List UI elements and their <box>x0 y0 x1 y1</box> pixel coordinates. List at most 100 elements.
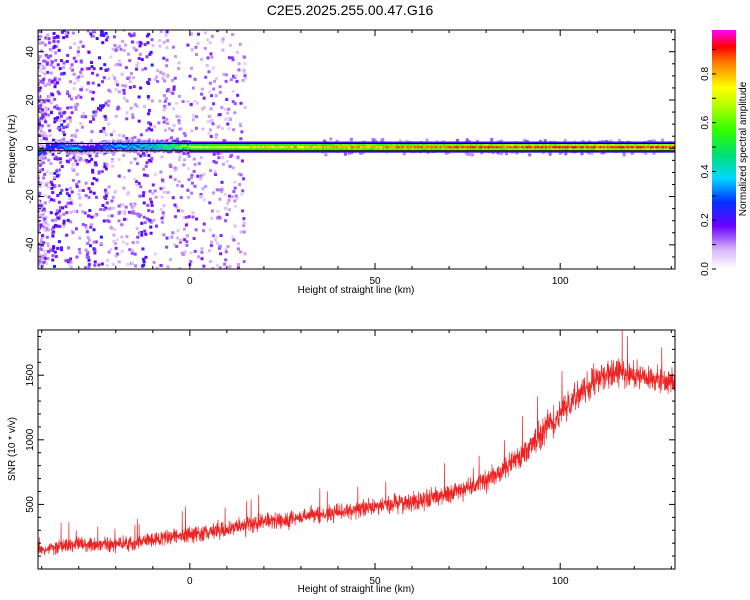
heatmap-cell <box>187 195 191 199</box>
heatmap-cell <box>39 155 42 158</box>
heatmap-cell <box>112 233 116 237</box>
heatmap-cell <box>487 141 491 144</box>
heatmap-cell <box>193 184 197 188</box>
heatmap-cell <box>451 141 454 144</box>
heatmap-cell <box>43 193 47 197</box>
heatmap-cell <box>137 119 141 123</box>
heatmap-cell <box>104 101 108 105</box>
heatmap-cell <box>226 111 230 115</box>
heatmap-cell <box>50 49 54 53</box>
heatmap-cell <box>555 145 558 149</box>
heatmap-cell <box>261 150 264 153</box>
heatmap-cell <box>432 145 435 149</box>
heatmap-cell <box>145 128 149 132</box>
y-tick-label: 1500 <box>25 364 36 387</box>
heatmap-cell <box>241 150 245 153</box>
heatmap-cell <box>200 247 204 251</box>
heatmap-cell <box>351 148 355 151</box>
heatmap-cell <box>88 154 92 158</box>
heatmap-cell <box>136 145 140 148</box>
heatmap-cell <box>43 257 47 261</box>
heatmap-cell <box>224 247 228 251</box>
heatmap-cell <box>573 150 576 153</box>
heatmap-cell <box>315 150 318 153</box>
heatmap-cell <box>176 183 180 187</box>
heatmap-cell <box>472 145 475 149</box>
heatmap-cell <box>644 141 648 144</box>
heatmap-cell <box>147 121 151 125</box>
heatmap-cell <box>44 53 48 57</box>
heatmap-cell <box>477 150 480 153</box>
heatmap-cell <box>601 148 605 151</box>
heatmap-cell <box>384 143 387 147</box>
heatmap-cell <box>119 143 123 147</box>
heatmap-cell <box>40 204 44 208</box>
heatmap-cell <box>89 148 93 152</box>
heatmap-cell <box>231 33 235 37</box>
heatmap-cell <box>82 147 85 150</box>
heatmap-cell <box>496 148 500 151</box>
heatmap-cell <box>544 145 548 149</box>
heatmap-cell <box>211 141 215 144</box>
heatmap-cell <box>52 246 56 250</box>
heatmap-cell <box>65 59 69 63</box>
heatmap-cell <box>336 145 339 149</box>
heatmap-cell <box>590 148 593 151</box>
heatmap-cell <box>363 150 366 153</box>
heatmap-cell <box>150 143 154 146</box>
heatmap-cell <box>325 148 329 151</box>
heatmap-cell <box>71 68 75 72</box>
heatmap-cell <box>522 150 526 153</box>
heatmap-cell <box>312 143 316 147</box>
heatmap-cell <box>377 145 381 149</box>
heatmap-cell <box>141 194 145 198</box>
heatmap-cell <box>51 254 55 258</box>
heatmap-cell <box>380 143 383 147</box>
heatmap-cell <box>381 143 384 147</box>
heatmap-cell <box>347 143 351 147</box>
heatmap-cell <box>537 150 540 153</box>
heatmap-cell <box>114 246 118 250</box>
heatmap-cell <box>96 150 99 153</box>
heatmap-cell <box>43 84 47 88</box>
heatmap-cell <box>57 240 61 244</box>
heatmap-cell <box>210 209 214 213</box>
heatmap-cell <box>461 148 465 151</box>
heatmap-cell <box>598 148 601 151</box>
heatmap-cell <box>149 225 153 229</box>
heatmap-cell <box>65 154 69 158</box>
heatmap-cell <box>165 46 169 50</box>
heatmap-cell <box>189 176 193 180</box>
heatmap-cell <box>271 150 274 153</box>
heatmap-cell <box>122 88 126 92</box>
heatmap-cell <box>125 111 129 115</box>
heatmap-cell <box>614 145 618 149</box>
heatmap-cell <box>191 148 194 151</box>
heatmap-cell <box>81 189 85 193</box>
heatmap-cell <box>572 148 575 151</box>
heatmap-cell <box>496 141 500 144</box>
heatmap-cell <box>87 258 91 262</box>
heatmap-cell <box>156 141 159 145</box>
heatmap-cell <box>402 152 406 156</box>
heatmap-cell <box>277 145 281 149</box>
heatmap-cell <box>45 60 49 64</box>
heatmap-cell <box>145 55 149 59</box>
heatmap-cell <box>113 140 116 143</box>
heatmap-cell <box>210 216 214 220</box>
heatmap-cell <box>233 150 237 153</box>
heatmap-cell <box>137 56 141 60</box>
heatmap-cell <box>56 246 60 250</box>
heatmap-cell <box>232 238 236 242</box>
heatmap-cell <box>603 148 606 151</box>
heatmap-cell <box>200 141 203 144</box>
heatmap-cell <box>62 221 66 225</box>
heatmap-cell <box>236 148 239 151</box>
heatmap-cell <box>515 150 518 153</box>
heatmap-cell <box>398 145 401 149</box>
heatmap-cell <box>119 139 123 142</box>
heatmap-cell <box>508 148 512 151</box>
heatmap-cell <box>124 66 128 70</box>
heatmap-cell <box>621 148 624 151</box>
heatmap-cell <box>244 148 247 151</box>
